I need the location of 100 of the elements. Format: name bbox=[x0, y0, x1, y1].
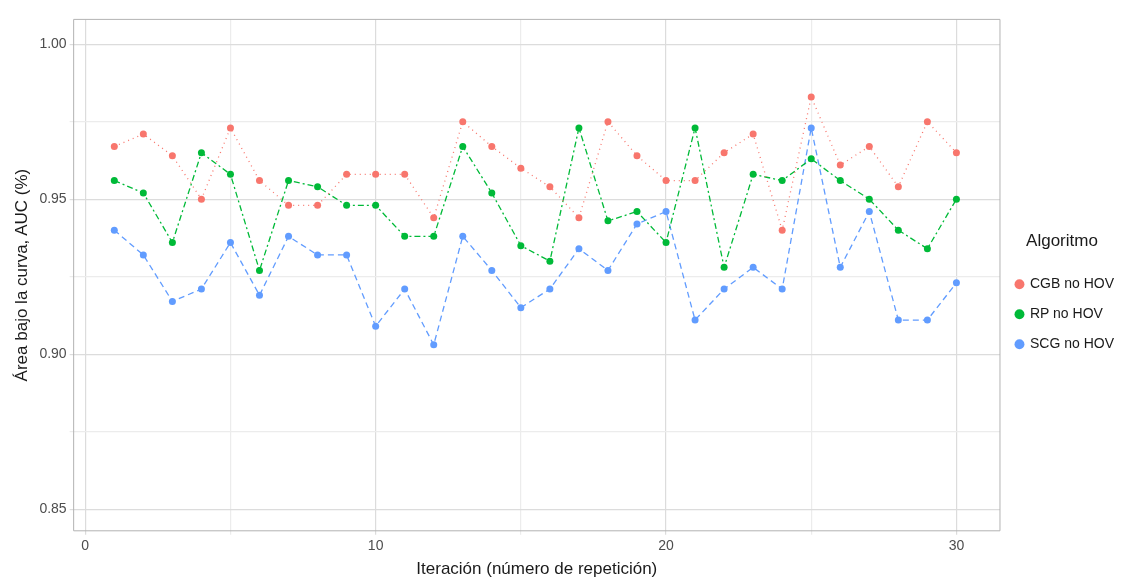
point bbox=[139, 251, 147, 259]
point bbox=[372, 170, 380, 178]
point bbox=[314, 183, 322, 191]
point bbox=[226, 124, 234, 132]
point bbox=[314, 201, 322, 209]
point bbox=[517, 304, 525, 312]
point bbox=[778, 177, 786, 185]
point bbox=[894, 226, 902, 234]
point bbox=[372, 322, 380, 330]
point bbox=[430, 341, 438, 349]
point bbox=[720, 149, 728, 157]
point bbox=[865, 208, 873, 216]
point bbox=[343, 251, 351, 259]
point bbox=[197, 285, 205, 293]
point bbox=[894, 316, 902, 324]
point bbox=[865, 142, 873, 150]
point bbox=[952, 195, 960, 203]
point bbox=[865, 195, 873, 203]
point bbox=[952, 149, 960, 157]
x-tick-label: 10 bbox=[367, 537, 384, 554]
point bbox=[285, 232, 293, 240]
point bbox=[401, 232, 409, 240]
point bbox=[168, 239, 176, 247]
point bbox=[255, 291, 263, 299]
point bbox=[923, 118, 931, 126]
point bbox=[633, 220, 641, 228]
point bbox=[778, 226, 786, 234]
point bbox=[749, 130, 757, 138]
point bbox=[517, 164, 525, 172]
point bbox=[459, 232, 467, 240]
point bbox=[807, 93, 815, 101]
y-tick-label: 0.95 bbox=[39, 190, 67, 207]
point bbox=[575, 245, 583, 253]
point bbox=[923, 245, 931, 253]
point bbox=[633, 152, 641, 160]
point bbox=[604, 217, 612, 225]
point bbox=[575, 124, 583, 132]
point bbox=[285, 177, 293, 185]
x-tick-label: 20 bbox=[658, 537, 675, 554]
point bbox=[401, 170, 409, 178]
point bbox=[662, 239, 670, 247]
point bbox=[778, 285, 786, 293]
point bbox=[488, 142, 496, 150]
point bbox=[662, 208, 670, 216]
point bbox=[139, 189, 147, 197]
y-axis-title: Área bajo la curva, AUC (%) bbox=[11, 168, 31, 382]
legend-label: RP no HOV bbox=[1029, 305, 1104, 322]
point bbox=[546, 257, 554, 265]
point bbox=[139, 130, 147, 138]
point bbox=[197, 149, 205, 157]
legend-label: SCG no HOV bbox=[1029, 335, 1115, 352]
point bbox=[168, 152, 176, 160]
point bbox=[546, 183, 554, 191]
point bbox=[110, 177, 118, 185]
point bbox=[343, 170, 351, 178]
point bbox=[343, 201, 351, 209]
point bbox=[836, 177, 844, 185]
point bbox=[836, 161, 844, 169]
point bbox=[197, 195, 205, 203]
y-tick-label: 0.85 bbox=[39, 499, 67, 516]
point bbox=[749, 263, 757, 271]
x-axis-title: Iteración (número de repetición) bbox=[416, 559, 658, 579]
point bbox=[691, 316, 699, 324]
point bbox=[110, 226, 118, 234]
point bbox=[807, 155, 815, 163]
point bbox=[430, 214, 438, 222]
point bbox=[604, 266, 612, 274]
point bbox=[720, 263, 728, 271]
point bbox=[633, 208, 641, 216]
point bbox=[546, 285, 554, 293]
point bbox=[720, 285, 728, 293]
point bbox=[110, 142, 118, 150]
point bbox=[488, 189, 496, 197]
point bbox=[749, 170, 757, 178]
point bbox=[285, 201, 293, 209]
point bbox=[401, 285, 409, 293]
point bbox=[691, 124, 699, 132]
point bbox=[255, 177, 263, 185]
point bbox=[691, 177, 699, 185]
point bbox=[604, 118, 612, 126]
point bbox=[836, 263, 844, 271]
point bbox=[459, 118, 467, 126]
legend-title: Algoritmo bbox=[1026, 230, 1098, 250]
point bbox=[488, 266, 496, 274]
point bbox=[255, 266, 263, 274]
x-tick-label: 0 bbox=[81, 537, 90, 554]
point bbox=[168, 297, 176, 305]
y-tick-label: 0.90 bbox=[39, 344, 67, 361]
point bbox=[575, 214, 583, 222]
x-tick-label: 30 bbox=[948, 537, 965, 554]
point bbox=[807, 124, 815, 132]
point bbox=[372, 201, 380, 209]
point bbox=[662, 177, 670, 185]
point bbox=[314, 251, 322, 259]
point bbox=[226, 239, 234, 247]
point bbox=[459, 142, 467, 150]
point bbox=[517, 242, 525, 250]
point bbox=[894, 183, 902, 191]
point bbox=[226, 170, 234, 178]
point bbox=[923, 316, 931, 324]
